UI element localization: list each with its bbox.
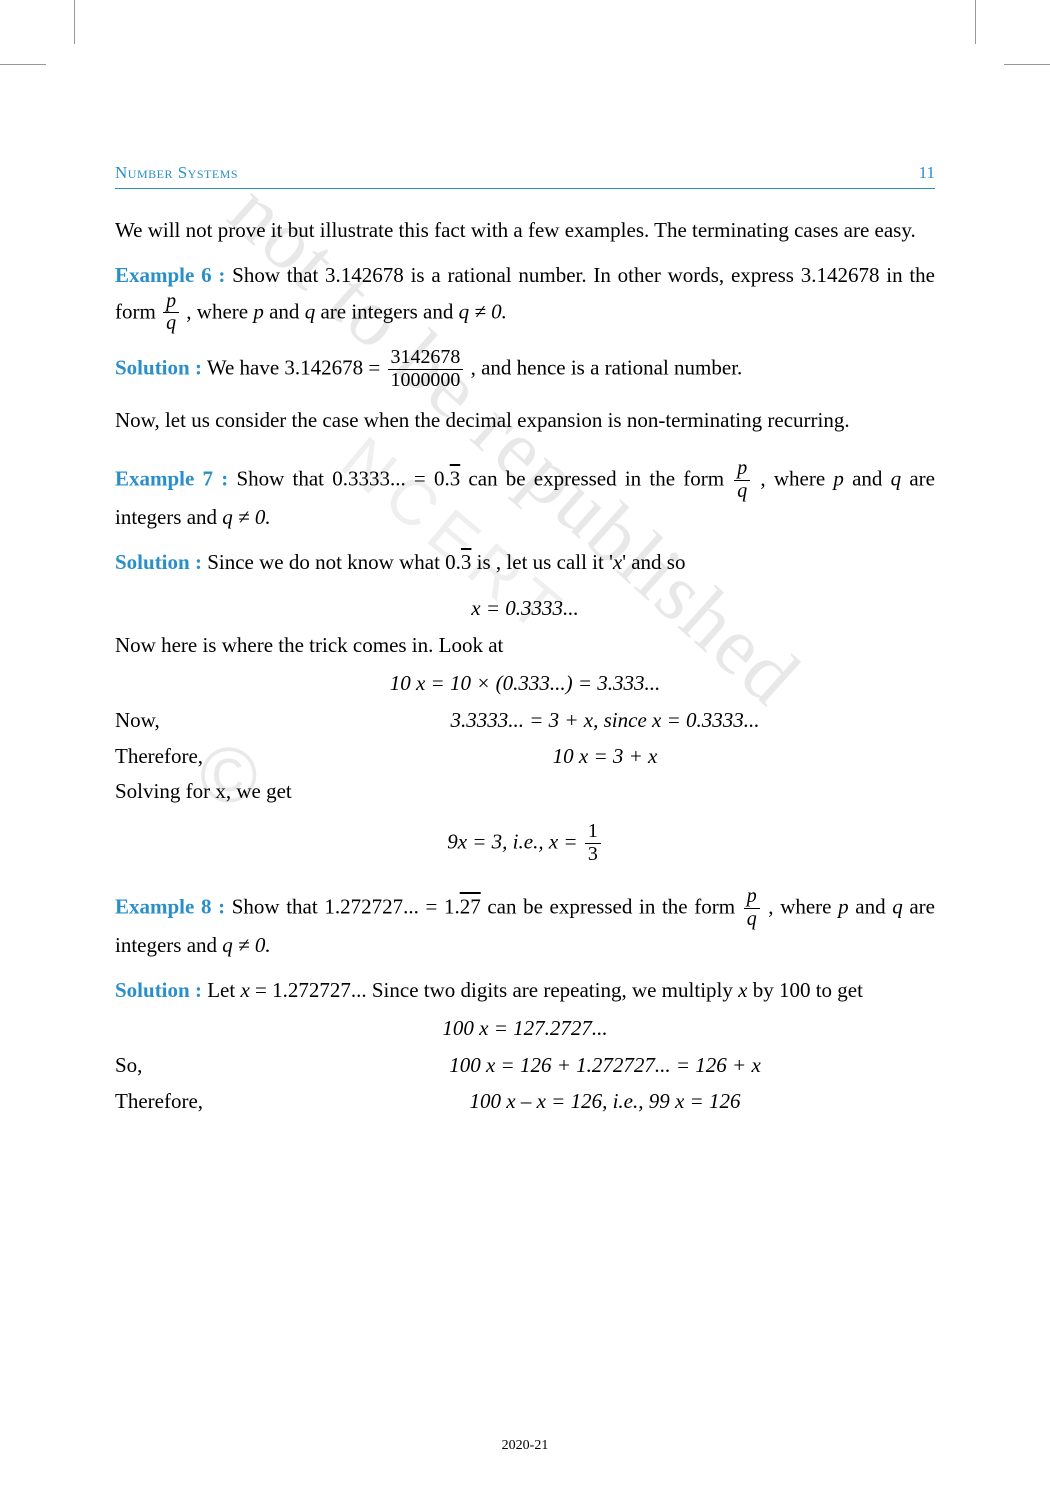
var-p: p (833, 466, 844, 490)
lead-now: Now, (115, 705, 275, 737)
solution-7-solving: Solving for x, we get (115, 776, 935, 808)
fraction-p-over-q: pq (734, 459, 750, 502)
solution-7-text-a: Since we do not know what (202, 550, 445, 574)
one-point: 1. (444, 894, 460, 918)
eq-text: 100 x = 126 + 1.272727... = 126 + x (275, 1050, 935, 1082)
solution-6-text-b: , and hence is a rational number. (465, 356, 742, 380)
fraction-numerator: 1 (585, 822, 601, 844)
page-header: Number Systems 11 (115, 160, 935, 189)
example-7-text-a: Show that 0.3333... = (228, 466, 434, 490)
zero-point: 0. (434, 466, 450, 490)
eq-text: 9x = 3, i.e., x = (447, 829, 583, 853)
eq-text: 10 x = 3 + x (275, 741, 935, 773)
fraction-1-3: 13 (585, 822, 601, 865)
fraction-numerator: p (734, 459, 750, 481)
solution-8-line1: Solution : Let x = 1.272727... Since two… (115, 975, 935, 1007)
nonterminating-note: Now, let us consider the case when the d… (115, 405, 935, 437)
equation-so-line: So, 100 x = 126 + 1.272727... = 126 + x (115, 1050, 935, 1082)
equation-now-line: Now, 3.3333... = 3 + x, since x = 0.3333… (115, 705, 935, 737)
example-8-text-b: can be expressed in the form (481, 894, 742, 918)
q-neq-zero: q ≠ 0. (222, 505, 270, 529)
equation-9x: 9x = 3, i.e., x = 13 (115, 822, 935, 865)
fraction-p-over-q: pq (744, 887, 760, 930)
lead-therefore: Therefore, (115, 741, 275, 773)
fraction-p-over-q: pq (163, 292, 179, 335)
fraction-denominator: 3 (585, 844, 601, 865)
eq-text: 3.3333... = 3 + x, since x = 0.3333... (275, 705, 935, 737)
fraction-numerator: p (744, 887, 760, 909)
var-p: p (253, 299, 264, 323)
solution-8-text-a: Let (202, 978, 240, 1002)
fraction-numerator: p (163, 292, 179, 314)
repeating-0-3: 0.3 (434, 466, 460, 490)
solution-7-text-c: ' and so (622, 550, 685, 574)
solution-8-label: Solution : (115, 978, 202, 1002)
example-7-prompt: Example 7 : Show that 0.3333... = 0.3 ca… (115, 459, 935, 533)
example-6-text-b: , where (181, 299, 253, 323)
zero-point: 0. (445, 550, 461, 574)
solution-6-label: Solution : (115, 356, 202, 380)
example-8-text-c: , where (762, 894, 838, 918)
solution-8-text-b: = 1.272727... Since two digits are repea… (250, 978, 738, 1002)
equation-therefore-line: Therefore, 10 x = 3 + x (115, 741, 935, 773)
solution-7-label: Solution : (115, 550, 202, 574)
q-neq-zero: q ≠ 0. (459, 299, 507, 323)
lead-so: So, (115, 1050, 275, 1082)
eq-text: 100 x – x = 126, i.e., 99 x = 126 (275, 1086, 935, 1118)
var-x: x (613, 550, 622, 574)
fraction-denominator: 1000000 (388, 370, 464, 391)
solution-8-text-c: by 100 to get (747, 978, 863, 1002)
chapter-title: Number Systems (115, 160, 238, 186)
example-8-label: Example 8 : (115, 894, 225, 918)
var-x: x (240, 978, 249, 1002)
example-7-label: Example 7 : (115, 466, 228, 490)
var-p: p (838, 894, 849, 918)
text-and: and (849, 894, 893, 918)
example-6-text-c: are integers and (315, 299, 458, 323)
intro-paragraph: We will not prove it but illustrate this… (115, 215, 935, 247)
fraction-numerator: 3142678 (388, 348, 464, 370)
eq-text: x = 0.3333... (471, 596, 579, 620)
text-and: and (264, 299, 305, 323)
page-number: 11 (919, 160, 935, 186)
overline-3: 3 (461, 550, 472, 574)
example-8-prompt: Example 8 : Show that 1.272727... = 1.27… (115, 887, 935, 961)
repeating-1-27: 1.27 (444, 894, 481, 918)
overline-3: 3 (450, 466, 461, 490)
overline-27: 27 (460, 894, 481, 918)
example-6-label: Example 6 : (115, 263, 225, 287)
solution-7-line1: Solution : Since we do not know what 0.3… (115, 547, 935, 579)
equation-x-eq: x = 0.3333... (115, 593, 935, 625)
equation-therefore-line-8: Therefore, 100 x – x = 126, i.e., 99 x =… (115, 1086, 935, 1118)
example-6-prompt: Example 6 : Show that 3.142678 is a rati… (115, 260, 935, 334)
fraction-3142678: 31426781000000 (388, 348, 464, 391)
equation-10x: 10 x = 10 × (0.333...) = 3.333... (115, 668, 935, 700)
page-content: Number Systems 11 We will not prove it b… (0, 0, 1050, 1500)
solution-6: Solution : We have 3.142678 = 3142678100… (115, 348, 935, 391)
example-7-text-c: , where (752, 466, 833, 490)
eq-text: 100 x = 127.2727... (442, 1016, 607, 1040)
example-8-text-a: Show that 1.272727... = (225, 894, 444, 918)
solving-text: Solving for x, we get (115, 779, 292, 803)
solution-7-line2: Now here is where the trick comes in. Lo… (115, 630, 935, 662)
solution-6-text-a: We have 3.142678 = (202, 356, 386, 380)
repeating-0-3: 0.3 (445, 550, 471, 574)
solution-7-text-b: is , let us call it ' (471, 550, 612, 574)
fraction-denominator: q (163, 313, 179, 334)
lead-therefore: Therefore, (115, 1086, 275, 1118)
var-q: q (305, 299, 316, 323)
q-neq-zero: q ≠ 0. (222, 933, 270, 957)
fraction-denominator: q (734, 481, 750, 502)
equation-100x-a: 100 x = 127.2727... (115, 1013, 935, 1045)
text-and: and (844, 466, 891, 490)
page-footer: 2020-21 (0, 1438, 1050, 1454)
example-7-text-b: can be expressed in the form (460, 466, 732, 490)
var-q: q (892, 894, 903, 918)
fraction-denominator: q (744, 909, 760, 930)
eq-text: 10 x = 10 × (0.333...) = 3.333... (390, 671, 661, 695)
var-q: q (891, 466, 902, 490)
